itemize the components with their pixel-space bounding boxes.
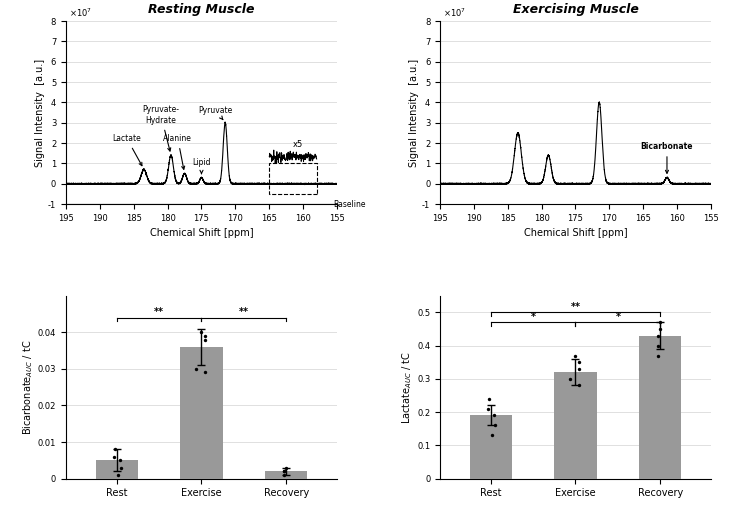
Point (655, 318, 666, 327)
Point (279, 471, 290, 479)
Point (652, 341, 664, 350)
Text: x5: x5 (293, 140, 303, 149)
Point (195, 328, 207, 337)
X-axis label: Chemical Shift [ppm]: Chemical Shift [ppm] (150, 228, 254, 238)
Point (564, 375, 576, 383)
Point (572, 358, 584, 367)
Text: *: * (615, 311, 620, 321)
Point (278, 467, 290, 476)
Point (114, 456, 125, 464)
Point (115, 463, 127, 472)
Bar (554, 372, 597, 479)
Text: *: * (531, 311, 536, 321)
Text: Baseline: Baseline (334, 199, 366, 209)
Bar (269, 164, 317, 194)
Text: Bicarbonate: Bicarbonate (641, 142, 693, 174)
Y-axis label: Signal Intensity  [a.u.]: Signal Intensity [a.u.] (35, 58, 45, 167)
Text: Lactate: Lactate (113, 134, 142, 166)
Point (199, 368, 211, 377)
Bar (470, 416, 512, 479)
Text: **: ** (239, 307, 248, 317)
Point (191, 365, 202, 373)
Text: Alanine: Alanine (163, 134, 192, 169)
Bar (180, 347, 223, 479)
Text: $\times10^7$: $\times10^7$ (443, 7, 465, 19)
Point (199, 332, 210, 340)
Y-axis label: Lactate$_{AUC}$ / tC: Lactate$_{AUC}$ / tC (400, 351, 414, 423)
Point (482, 404, 494, 413)
Text: **: ** (570, 301, 581, 311)
Text: **: ** (154, 307, 164, 317)
Point (112, 471, 124, 479)
Point (573, 365, 585, 373)
Bar (639, 336, 682, 479)
Point (483, 394, 495, 403)
Title: Exercising Muscle: Exercising Muscle (512, 3, 638, 16)
Text: $\times10^7$: $\times10^7$ (69, 7, 92, 19)
Text: Pyruvate-
Hydrate: Pyruvate- Hydrate (142, 105, 180, 151)
Point (570, 351, 581, 360)
Point (652, 331, 663, 340)
Point (280, 463, 292, 472)
Text: Pyruvate: Pyruvate (198, 106, 232, 119)
Point (109, 445, 121, 453)
Title: Resting Muscle: Resting Muscle (148, 3, 255, 16)
Point (278, 467, 290, 476)
Point (487, 411, 499, 420)
Point (486, 431, 498, 440)
Text: Lipid: Lipid (192, 158, 210, 174)
Y-axis label: Bicarbonate$_{AUC}$ / tC: Bicarbonate$_{AUC}$ / tC (21, 339, 35, 435)
Point (108, 452, 120, 461)
X-axis label: Chemical Shift [ppm]: Chemical Shift [ppm] (523, 228, 627, 238)
Bar (95, 460, 138, 479)
Point (652, 351, 664, 360)
Point (489, 421, 501, 430)
Bar (265, 471, 307, 479)
Point (199, 336, 210, 344)
Y-axis label: Signal Intensity  [a.u.]: Signal Intensity [a.u.] (409, 58, 419, 167)
Point (654, 325, 666, 333)
Point (573, 381, 585, 390)
